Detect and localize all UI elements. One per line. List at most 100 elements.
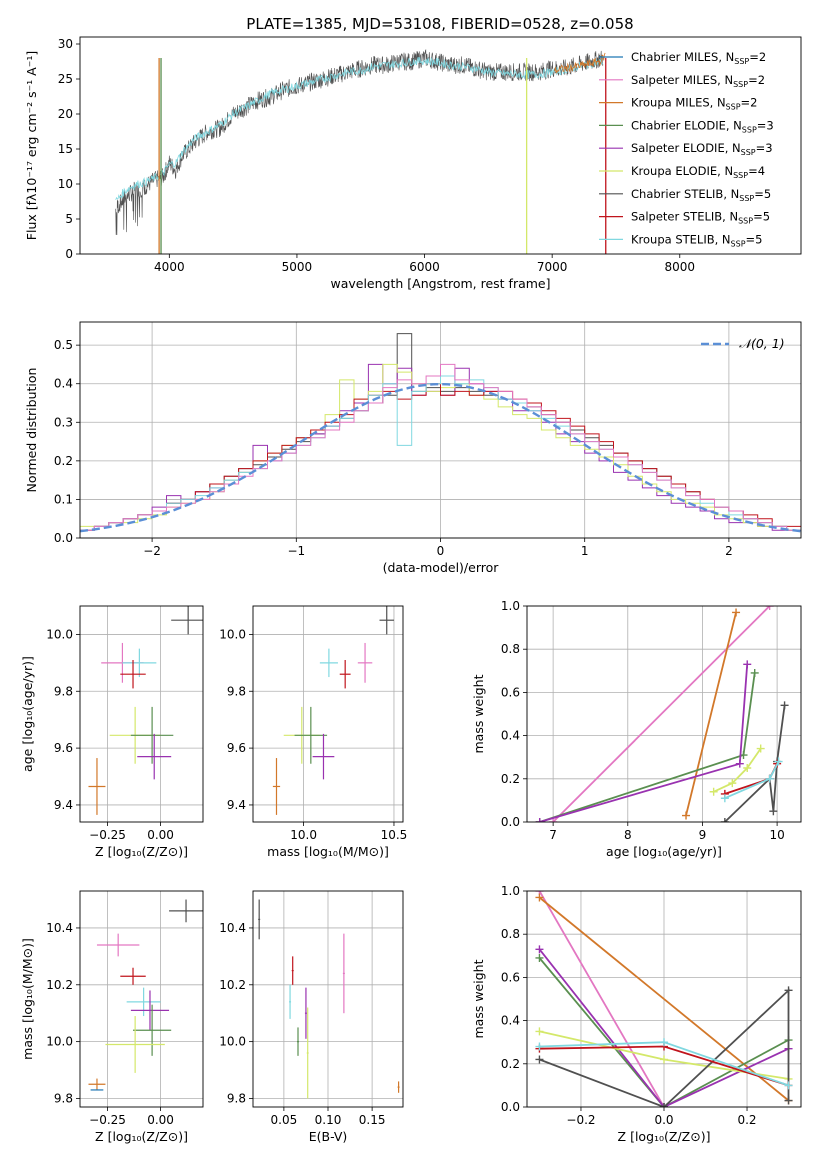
- axes-frame: [252, 890, 404, 1108]
- y-tick-label: 0.0: [501, 815, 520, 829]
- y-tick-label: 0.8: [501, 927, 520, 941]
- plus-marker: [682, 811, 691, 820]
- legend-text: Chabrier STELIB, N: [631, 187, 739, 201]
- legend-text: Salpeter ELODIE, N: [631, 141, 741, 155]
- weight-series: [538, 957, 789, 1107]
- x-axis-label: age [log₁₀(age/yr)]: [606, 844, 722, 859]
- y-tick-label: 0.2: [501, 1057, 520, 1071]
- legend-tail: =3: [756, 141, 773, 155]
- y-tick-label: 0: [65, 247, 73, 261]
- x-tick-label: 0.10: [315, 1113, 342, 1127]
- legend-subscript: SSP: [726, 103, 741, 112]
- y-axis-label: age [log₁₀(age/yr)]: [20, 656, 35, 772]
- plus-marker: [750, 668, 759, 677]
- y-tick-label: 1.0: [501, 599, 520, 613]
- x-tick-label: 5000: [282, 260, 313, 274]
- x-axis-label: mass [log₁₀(M/M⊙)]: [267, 844, 389, 859]
- plus-marker: [535, 1027, 544, 1036]
- y-tick-label: 0.8: [501, 642, 520, 656]
- weight-series: [539, 672, 756, 822]
- x-tick-label: 2: [725, 544, 733, 558]
- weight-lines: [535, 891, 793, 1107]
- axes-frame: [252, 605, 404, 823]
- y-tick-label: 9.6: [227, 741, 246, 755]
- legend-text: Kroupa STELIB, N: [631, 232, 731, 246]
- axes-frame: [79, 36, 802, 255]
- plus-marker: [784, 986, 793, 995]
- y-tick-label: 9.4: [227, 798, 246, 812]
- y-tick-label: 0.4: [501, 729, 520, 743]
- axes-frame: [526, 890, 802, 1108]
- y-tick-label: 9.8: [54, 684, 73, 698]
- legend-text: Chabrier ELODIE, N: [631, 118, 742, 132]
- y-tick-label: 0.5: [54, 338, 73, 352]
- y-tick-label: 0.0: [54, 531, 73, 545]
- x-tick-label: 10: [769, 828, 784, 842]
- legend-subscript: SSP: [742, 125, 757, 134]
- errorbars: [258, 899, 400, 1099]
- plus-marker: [660, 1103, 668, 1107]
- axes-frame: [79, 890, 204, 1108]
- x-tick-label: 6000: [409, 260, 440, 274]
- y-tick-label: 0.4: [54, 377, 73, 391]
- y-tick-label: 10.0: [46, 1035, 73, 1049]
- legend-subscript: SSP: [733, 80, 748, 89]
- legend-label: Salpeter STELIB, NSSP=5: [631, 210, 770, 226]
- plus-marker: [784, 1081, 793, 1090]
- mass_vs_z-panel: −0.25 0.00 9.8 10.0 10.2 10.4 Z [log₁₀(Z/Z⊙)] m…: [20, 890, 204, 1144]
- x-tick-label: 0.2: [737, 1113, 756, 1127]
- x-axis-label: Z [log₁₀(Z/Z⊙)]: [618, 1129, 711, 1144]
- legend-tail: =4: [748, 164, 765, 178]
- legend-label: Kroupa STELIB, NSSP=5: [631, 232, 762, 248]
- weight_vs_z-panel: −0.2 0.0 0.2 0.0 0.2 0.4 0.6 0.8 1.0 Z [log₁₀(Z/Z…: [471, 884, 802, 1144]
- axes-frame: [79, 605, 204, 823]
- plus-marker: [743, 660, 752, 669]
- errorbars: [88, 899, 203, 1091]
- y-tick-label: 5: [65, 212, 73, 226]
- x-tick-label: 0.00: [147, 1113, 174, 1127]
- errorbars: [88, 606, 203, 815]
- gaussian-curve: [80, 382, 801, 533]
- y-tick-label: 10.0: [219, 627, 246, 641]
- legend-label: 𝒩(0, 1): [739, 336, 785, 351]
- residuals-panel: −2 −1 0 1 2 0.0 0.1 0.2 0.3 0.4 0.5 (data-model)/er…: [24, 321, 802, 575]
- x-tick-label: 10.5: [381, 828, 408, 842]
- y-tick-label: 0.3: [54, 415, 73, 429]
- legend-label: Kroupa MILES, NSSP=2: [631, 96, 757, 112]
- weight-series: [539, 988, 790, 1107]
- mass_vs_ebv-panel: 0.05 0.10 0.15 9.8 10.0 10.2 10.4 E(B-V): [219, 890, 404, 1144]
- y-tick-label: 10: [58, 177, 73, 191]
- x-tick-label: 0.05: [271, 1113, 298, 1127]
- y-tick-label: 10.2: [219, 978, 246, 992]
- plus-marker: [756, 744, 765, 753]
- x-tick-label: 8000: [664, 260, 695, 274]
- spectrum-series: [554, 52, 606, 74]
- x-tick-label: −2: [143, 544, 161, 558]
- y-tick-label: 10.0: [219, 1035, 246, 1049]
- x-tick-label: 1: [581, 544, 589, 558]
- weight-lines: [535, 606, 789, 822]
- x-axis-label: wavelength [Angstrom, rest frame]: [330, 276, 550, 291]
- plus-marker: [709, 787, 718, 796]
- weight-series: [685, 612, 737, 816]
- plus-marker: [728, 779, 737, 788]
- plus-marker: [549, 818, 558, 822]
- histogram-step: [80, 363, 801, 538]
- plus-marker: [765, 606, 774, 610]
- y-tick-label: 15: [58, 142, 73, 156]
- x-tick-label: 7: [549, 828, 557, 842]
- legend-label: Chabrier STELIB, NSSP=5: [631, 187, 771, 203]
- weight-series: [552, 606, 771, 822]
- plus-marker: [735, 759, 744, 768]
- y-tick-label: 10.2: [46, 978, 73, 992]
- legend-label: Kroupa ELODIE, NSSP=4: [631, 164, 765, 180]
- x-tick-label: 0.0: [654, 1113, 673, 1127]
- y-axis-label: mass [log₁₀(M/M⊙)]: [20, 938, 35, 1060]
- legend-text: Salpeter MILES, N: [631, 73, 733, 87]
- x-tick-label: 0: [437, 544, 445, 558]
- legend-tail: =5: [754, 187, 771, 201]
- x-axis-label: Z [log₁₀(Z/Z⊙)]: [95, 1129, 188, 1144]
- legend-tail: =5: [753, 210, 770, 224]
- plus-marker: [660, 1038, 668, 1047]
- weight-series: [713, 748, 762, 793]
